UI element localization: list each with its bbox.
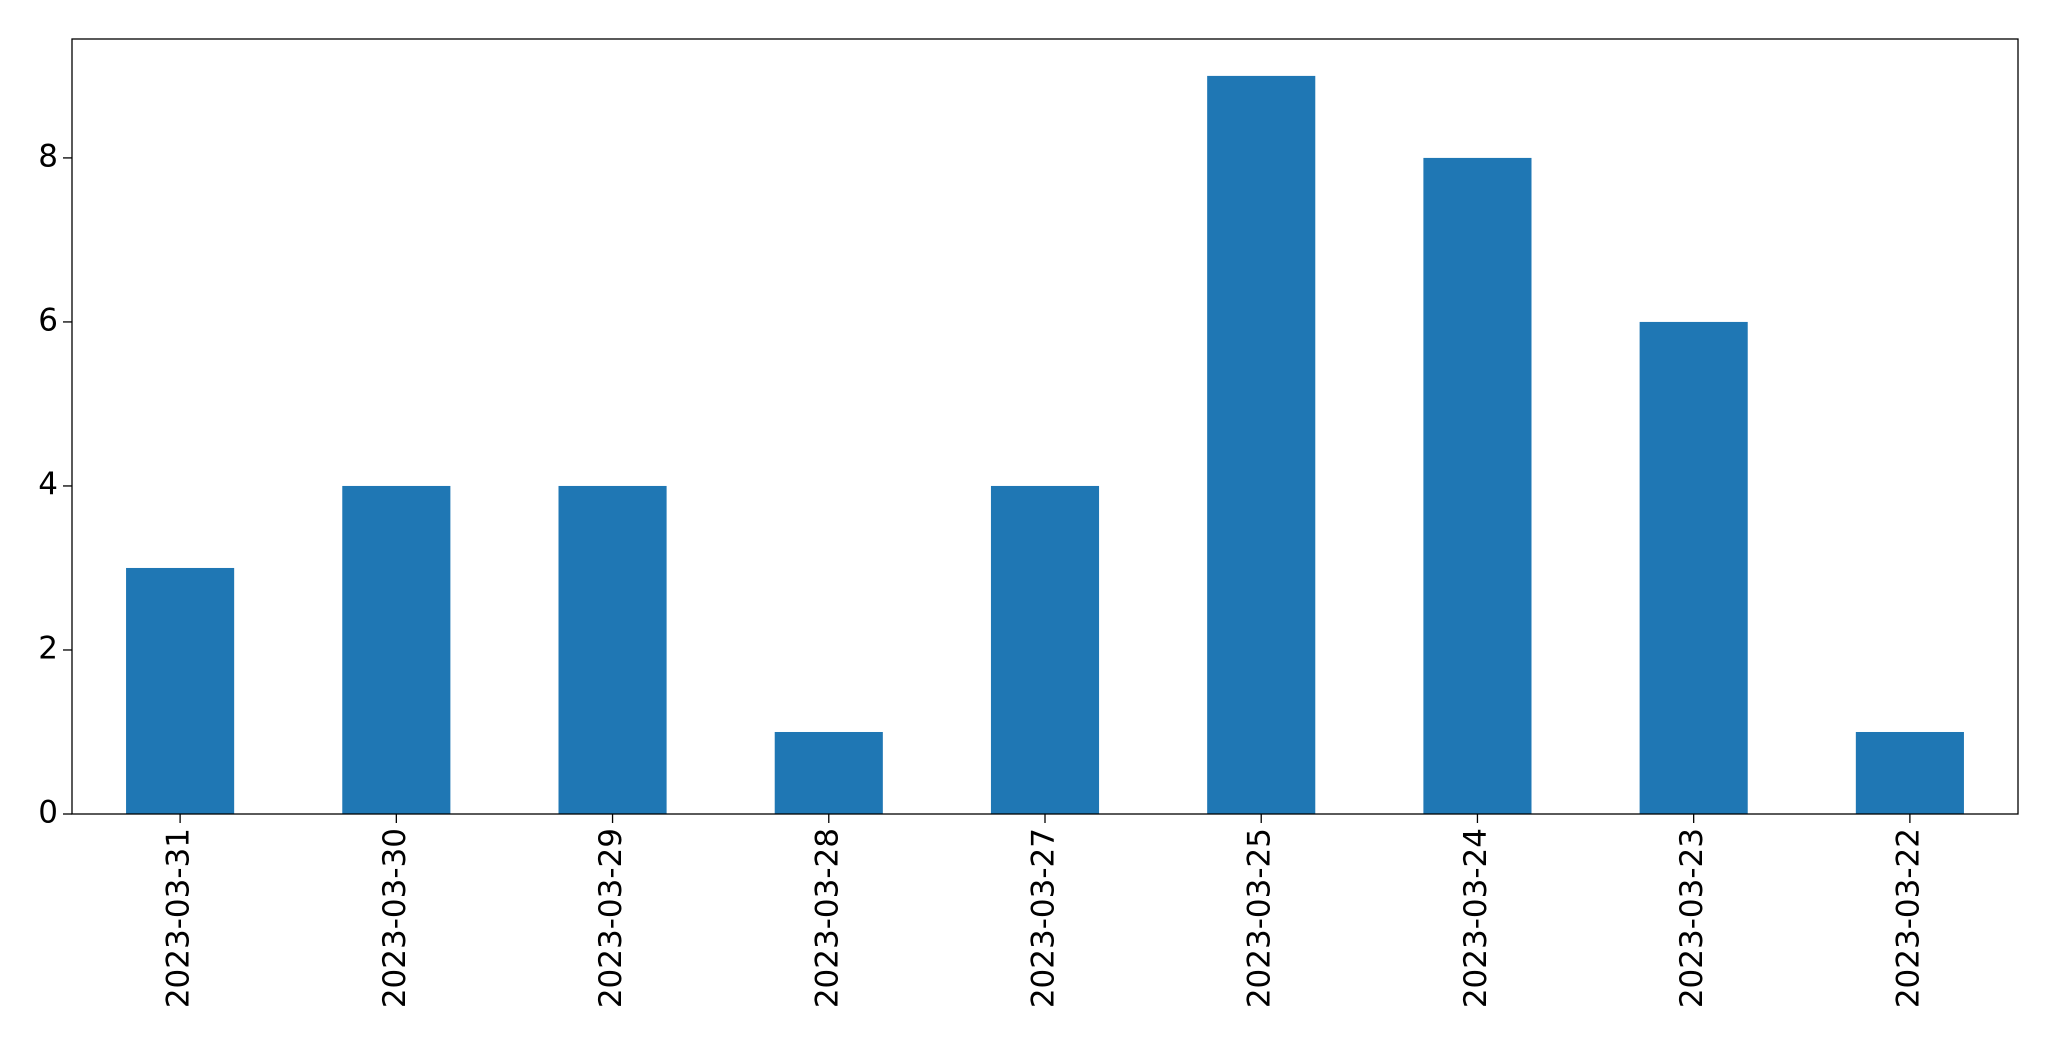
bar xyxy=(342,485,451,814)
bar xyxy=(774,731,883,814)
bar xyxy=(1639,321,1748,814)
x-tick-label: 2023-03-29 xyxy=(593,828,629,1008)
x-tick-label: 2023-03-23 xyxy=(1674,828,1710,1008)
bar xyxy=(1207,75,1316,814)
bar xyxy=(126,567,235,814)
plot-frame xyxy=(71,38,2019,815)
y-tick-label: 8 xyxy=(38,138,58,174)
x-tick-label: 2023-03-22 xyxy=(1890,828,1926,1008)
y-tick-label: 6 xyxy=(38,302,58,338)
y-tick-label: 2 xyxy=(38,630,58,666)
y-tick-label: 0 xyxy=(38,795,58,831)
x-tick-label: 2023-03-27 xyxy=(1026,828,1062,1008)
x-tick-label: 2023-03-25 xyxy=(1242,828,1278,1008)
x-tick-label: 2023-03-24 xyxy=(1458,828,1494,1008)
bar xyxy=(1855,731,1964,814)
bar xyxy=(558,485,667,814)
bar xyxy=(990,485,1100,814)
y-tick-label: 4 xyxy=(38,466,58,502)
x-tick-label: 2023-03-31 xyxy=(161,828,197,1008)
x-tick-label: 2023-03-28 xyxy=(809,828,845,1008)
x-tick-label: 2023-03-30 xyxy=(377,828,413,1008)
bar xyxy=(1423,157,1532,814)
